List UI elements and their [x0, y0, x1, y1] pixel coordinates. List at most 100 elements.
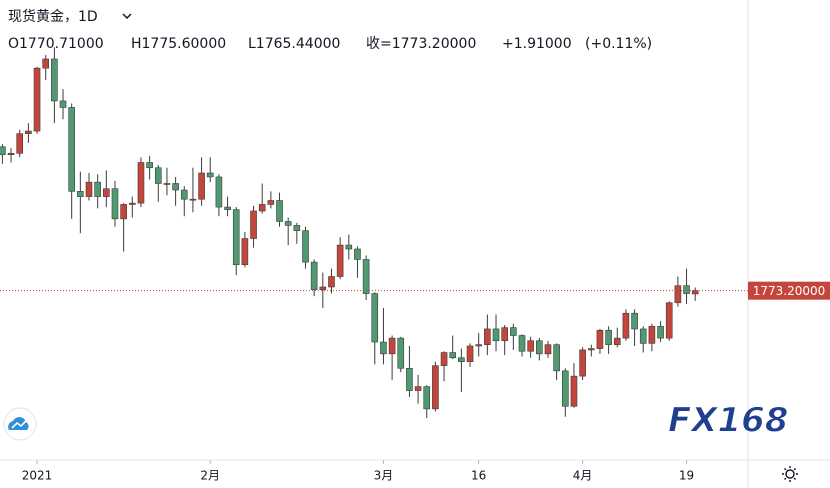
candle-body [613, 337, 621, 345]
candle-body [458, 357, 465, 363]
candle-body [267, 200, 275, 205]
candle-body [241, 238, 249, 266]
candle-body [180, 189, 188, 200]
candle-body [51, 58, 58, 102]
last-price-tag [748, 281, 830, 300]
candle-body [414, 386, 422, 391]
candle-body [25, 130, 32, 134]
candle-body [189, 198, 197, 201]
candle-body [518, 335, 526, 352]
candle-body [674, 285, 682, 304]
candle-body [423, 386, 431, 410]
candle-body [345, 244, 353, 250]
candle-body [103, 188, 110, 197]
candle-body [406, 367, 413, 391]
candle-body [596, 329, 604, 349]
close-value: 收=1773.20000 [366, 36, 476, 52]
candle-body [657, 326, 664, 339]
candle-body [310, 261, 318, 290]
candle-body [362, 259, 370, 294]
candle-body [94, 181, 101, 197]
candle-body [449, 352, 457, 359]
candle-body [544, 344, 552, 355]
candle-body [258, 204, 266, 212]
candle-body [440, 352, 448, 366]
ohlc-legend: O1770.71000 H1775.60000 L1765.44000 收=17… [8, 36, 652, 52]
candle-body [302, 230, 309, 263]
candle-body [527, 340, 534, 352]
symbol-dropdown[interactable] [122, 13, 132, 20]
candle-body [232, 209, 240, 266]
candle-body [7, 153, 15, 155]
candle-body [120, 204, 127, 220]
candle-body [605, 329, 612, 345]
candle-body [293, 225, 301, 231]
candle-body [336, 244, 344, 277]
candle-body [328, 276, 335, 288]
candle-body [250, 210, 257, 239]
candle-body [380, 341, 387, 355]
candle-body [484, 328, 491, 345]
candle-body [111, 188, 119, 220]
candle-body [622, 312, 630, 339]
candle-body [215, 176, 223, 208]
candle-body [691, 290, 699, 295]
candle-body [492, 328, 500, 342]
candle-body [665, 302, 673, 339]
candle-body [432, 365, 439, 410]
change-percent: (+0.11%) [585, 36, 652, 52]
high-value: H1775.60000 [131, 36, 226, 52]
candle-body [536, 340, 543, 355]
candle-body [648, 326, 656, 344]
candle-body [129, 202, 136, 205]
candle-body [397, 337, 405, 369]
candle-body [154, 167, 162, 184]
candle-body [85, 181, 93, 197]
candle-body [510, 327, 517, 336]
candle-body [683, 285, 690, 294]
candle-body [224, 206, 231, 210]
x-tick-label: 4月 [573, 469, 593, 483]
settings-button[interactable] [782, 466, 798, 482]
x-tick-label: 2月 [200, 469, 220, 483]
candle-body [146, 162, 153, 169]
change-value: +1.91000 [502, 36, 572, 52]
candle-body [639, 328, 647, 344]
candle-body [42, 58, 50, 69]
x-tick-label: 19 [679, 469, 694, 483]
candle-body [59, 100, 67, 108]
candle-body [561, 370, 569, 407]
candle-body [33, 67, 41, 132]
candle-body [466, 345, 474, 363]
low-value: L1765.44000 [248, 36, 340, 52]
candle-body [206, 172, 214, 178]
candle-body [0, 146, 6, 155]
x-tick-label: 3月 [374, 469, 394, 483]
candle-body [371, 293, 379, 343]
symbol-title[interactable]: 现货黄金，1D [8, 8, 98, 25]
candle-body [198, 172, 205, 200]
tradingview-logo[interactable] [3, 407, 37, 441]
last-price-label: 1773.20000 [753, 284, 826, 298]
candle-body [570, 375, 578, 407]
candle-body [354, 248, 361, 260]
candle-body [16, 133, 24, 154]
plot-area [0, 47, 748, 419]
candle-body [587, 348, 595, 351]
candle-body [284, 221, 292, 226]
candle-body [276, 200, 283, 222]
x-tick-label: 2021 [22, 469, 53, 483]
candle-body [137, 162, 145, 204]
candle-body [388, 337, 396, 355]
candle-body [579, 349, 586, 377]
watermark-logo: FX168 [668, 401, 788, 441]
x-tick-label: 16 [471, 469, 486, 483]
candle-body [475, 344, 483, 347]
candle-body [163, 183, 171, 185]
candle-body [172, 183, 179, 191]
candle-body [77, 191, 84, 197]
candle-body [68, 107, 75, 192]
